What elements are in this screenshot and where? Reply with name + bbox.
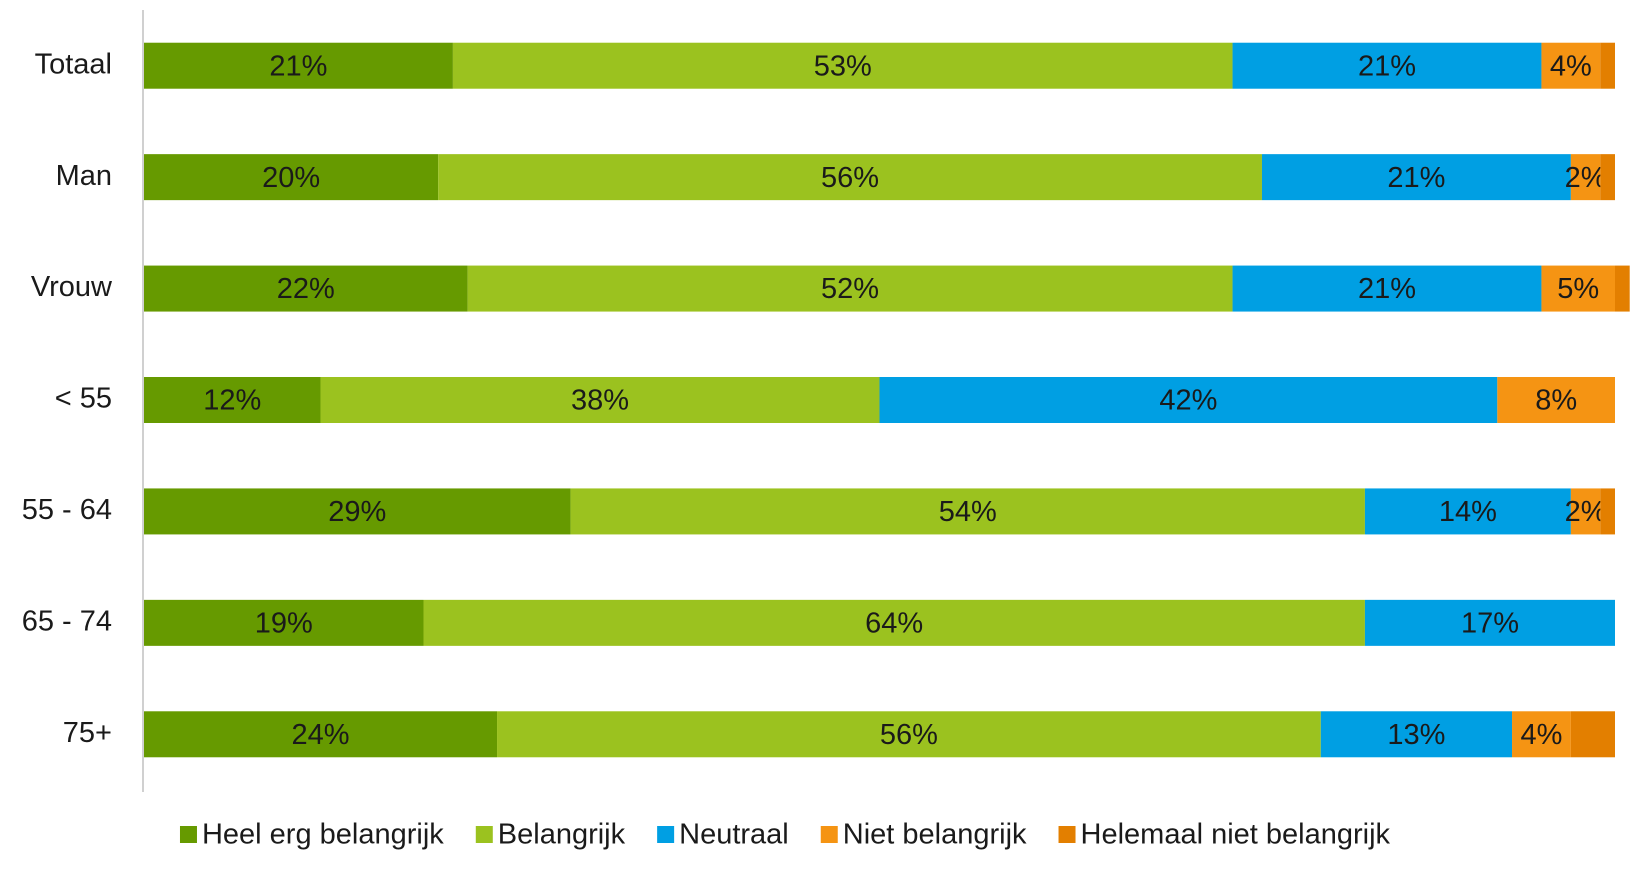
bar-segment <box>144 265 468 312</box>
data-label: 4% <box>1520 719 1562 751</box>
bar-segment <box>1570 154 1601 201</box>
bar-segment <box>1541 42 1601 89</box>
y-tick-label: Vrouw <box>31 271 113 303</box>
bar-segment <box>144 377 321 423</box>
bar-segment <box>879 377 1498 423</box>
bar-segment <box>1600 42 1615 89</box>
bar-segment <box>144 711 498 758</box>
data-label: 5% <box>1557 273 1599 305</box>
bar-segment <box>1600 154 1615 201</box>
bar-segment <box>1615 265 1630 312</box>
data-label: 14% <box>1439 496 1497 528</box>
bar-segment <box>320 377 880 423</box>
data-label: 42% <box>1159 385 1217 417</box>
legend-swatch <box>820 826 838 843</box>
data-label: 21% <box>1358 273 1416 305</box>
legend-label: Niet belangrijk <box>843 819 1027 851</box>
data-label: 52% <box>821 273 879 305</box>
legend-swatch <box>1058 826 1076 843</box>
bar-segment <box>1232 265 1542 312</box>
legend-swatch <box>657 826 675 843</box>
bar-segment <box>1600 488 1615 535</box>
data-label: 21% <box>1358 50 1416 82</box>
y-tick-label: 55 - 64 <box>22 494 112 526</box>
bar-segment <box>144 42 453 89</box>
data-label: 56% <box>880 719 938 751</box>
data-label: 53% <box>814 50 872 82</box>
bar-segment <box>467 265 1233 312</box>
data-label: 4% <box>1550 50 1592 82</box>
legend-label: Neutraal <box>679 819 789 851</box>
bar-segment <box>1364 599 1615 646</box>
data-label: 21% <box>1387 162 1445 194</box>
y-tick-label: < 55 <box>55 383 112 415</box>
y-tick-label: 75+ <box>63 717 112 749</box>
y-tick-label: 65 - 74 <box>22 606 112 638</box>
bar-segment <box>144 599 424 646</box>
bar-segment <box>570 488 1365 535</box>
bar-segment <box>1541 265 1615 312</box>
bar-segment <box>1364 488 1571 535</box>
y-tick-label: Totaal <box>35 48 112 80</box>
bar-segment <box>1261 154 1571 201</box>
legend-label: Helemaal niet belangrijk <box>1081 819 1391 851</box>
bar-segment <box>1320 711 1513 758</box>
data-label: 64% <box>865 608 923 640</box>
y-tick-label: Man <box>56 160 112 192</box>
data-label: 20% <box>262 162 320 194</box>
bar-segment <box>1232 42 1542 89</box>
bar-segment <box>438 154 1262 201</box>
data-label: 38% <box>571 385 629 417</box>
bar-segment <box>1512 711 1571 758</box>
data-label: 2% <box>1565 496 1607 528</box>
data-label: 8% <box>1535 385 1577 417</box>
bar-segment <box>452 42 1233 89</box>
bar-segment <box>144 488 571 535</box>
data-label: 12% <box>203 385 261 417</box>
legend-swatch <box>179 826 197 843</box>
data-label: 24% <box>291 719 349 751</box>
legend-swatch <box>475 826 493 843</box>
data-label: 56% <box>821 162 879 194</box>
data-label: 22% <box>277 273 335 305</box>
data-label: 17% <box>1461 608 1519 640</box>
bar-segment <box>497 711 1321 758</box>
bar-segment <box>144 154 439 201</box>
bar-segment <box>1497 377 1615 423</box>
bar-segment <box>1570 711 1615 758</box>
legend-label: Belangrijk <box>498 819 626 851</box>
data-label: 21% <box>269 50 327 82</box>
data-label: 54% <box>939 496 997 528</box>
data-label: 29% <box>328 496 386 528</box>
data-label: 2% <box>1565 162 1607 194</box>
data-label: 19% <box>255 608 313 640</box>
data-label: 13% <box>1387 719 1445 751</box>
bar-segment <box>423 599 1365 646</box>
legend-label: Heel erg belangrijk <box>202 819 444 851</box>
bar-segment <box>1570 488 1601 535</box>
